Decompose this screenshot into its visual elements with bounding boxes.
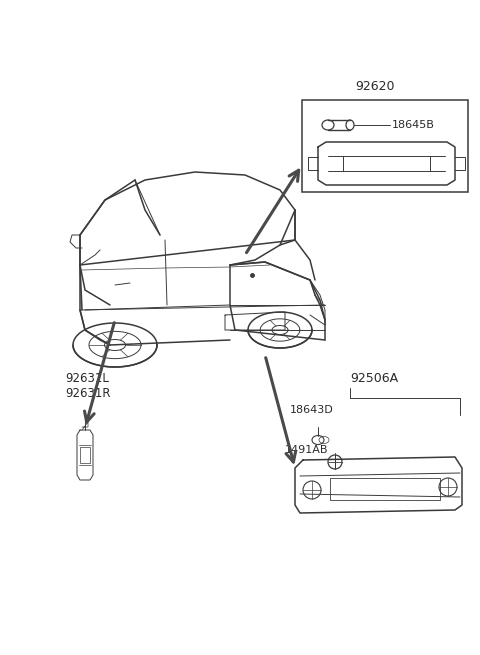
Text: 92631L: 92631L <box>65 372 109 385</box>
Text: 18645B: 18645B <box>392 120 435 130</box>
Bar <box>80 447 90 463</box>
Text: 92631R: 92631R <box>65 387 110 400</box>
Bar <box>330 478 440 500</box>
Bar <box>302 100 468 192</box>
Text: 92620: 92620 <box>355 80 395 93</box>
Text: 92506A: 92506A <box>350 372 398 385</box>
Text: 1491AB: 1491AB <box>285 445 328 455</box>
Text: 18643D: 18643D <box>290 405 334 415</box>
